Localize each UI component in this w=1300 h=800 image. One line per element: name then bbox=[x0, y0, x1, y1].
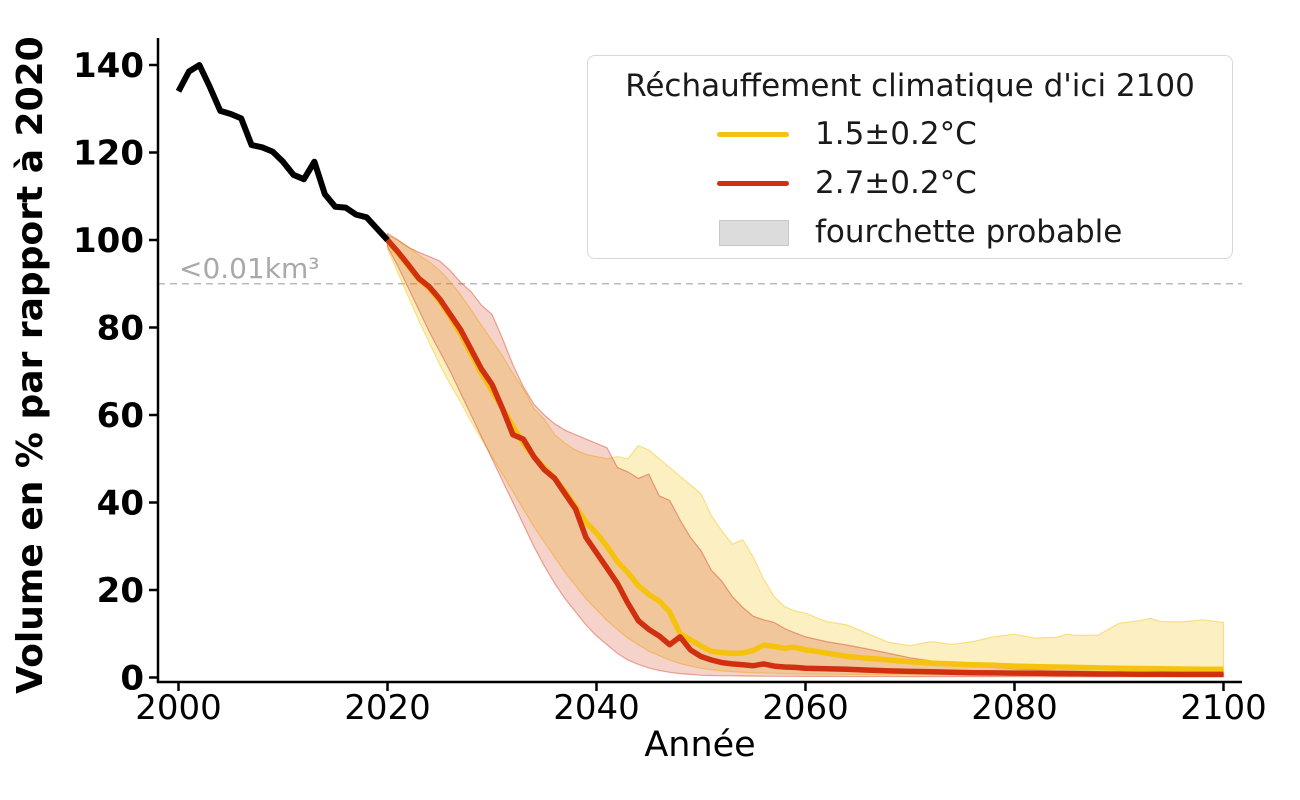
series-line-2 bbox=[385, 238, 1224, 678]
y-tick-label-60: 60 bbox=[97, 396, 144, 436]
axes-and-ticks: 2000 2020 2040 2060 2080 21000204060801001201… bbox=[73, 38, 1267, 728]
data-series-lines bbox=[175, 62, 1224, 678]
x-tick-label-2080: 2080 bbox=[971, 688, 1058, 728]
y-tick-label-40: 40 bbox=[97, 484, 144, 524]
legend-item-1-5: 1.5±0.2°C bbox=[588, 110, 1232, 159]
legend-patch-swatch-likely-range bbox=[719, 219, 789, 246]
x-tick-label-2000: 2000 bbox=[135, 688, 222, 728]
legend-label-2-7: 2.7±0.2°C bbox=[815, 165, 977, 201]
x-tick-label-2020: 2020 bbox=[344, 688, 431, 728]
legend-label-1-5: 1.5±0.2°C bbox=[815, 116, 977, 152]
y-axis-title: Volume en % par rapport à 2020 bbox=[10, 36, 51, 693]
y-tick-label-20: 20 bbox=[97, 571, 144, 611]
uncertainty-bands bbox=[386, 232, 1225, 678]
legend-line-swatch-1-5 bbox=[717, 132, 789, 137]
x-tick-label-2040: 2040 bbox=[553, 688, 640, 728]
legend-item-likely-range: fourchette probable bbox=[588, 208, 1232, 257]
legend-label-likely-range: fourchette probable bbox=[815, 214, 1123, 250]
x-tick-label-2060: 2060 bbox=[762, 688, 849, 728]
y-tick-label-0: 0 bbox=[120, 659, 144, 699]
threshold-label: <0.01km³ bbox=[179, 252, 320, 285]
y-tick-label-80: 80 bbox=[97, 309, 144, 349]
x-axis-title: Année bbox=[644, 725, 755, 765]
y-tick-label-100: 100 bbox=[73, 221, 144, 261]
band-1 bbox=[386, 232, 1225, 678]
legend-item-2-7: 2.7±0.2°C bbox=[588, 159, 1232, 208]
x-tick-label-2100: 2100 bbox=[1180, 688, 1267, 728]
legend-title: Réchauffement climatique d'ici 2100 bbox=[625, 68, 1195, 104]
legend: Réchauffement climatique d'ici 2100 1.5±… bbox=[587, 55, 1233, 259]
y-tick-label-140: 140 bbox=[73, 46, 144, 86]
legend-line-swatch-2-7 bbox=[717, 181, 789, 186]
series-line-0 bbox=[175, 62, 390, 243]
y-tick-label-120: 120 bbox=[73, 134, 144, 174]
